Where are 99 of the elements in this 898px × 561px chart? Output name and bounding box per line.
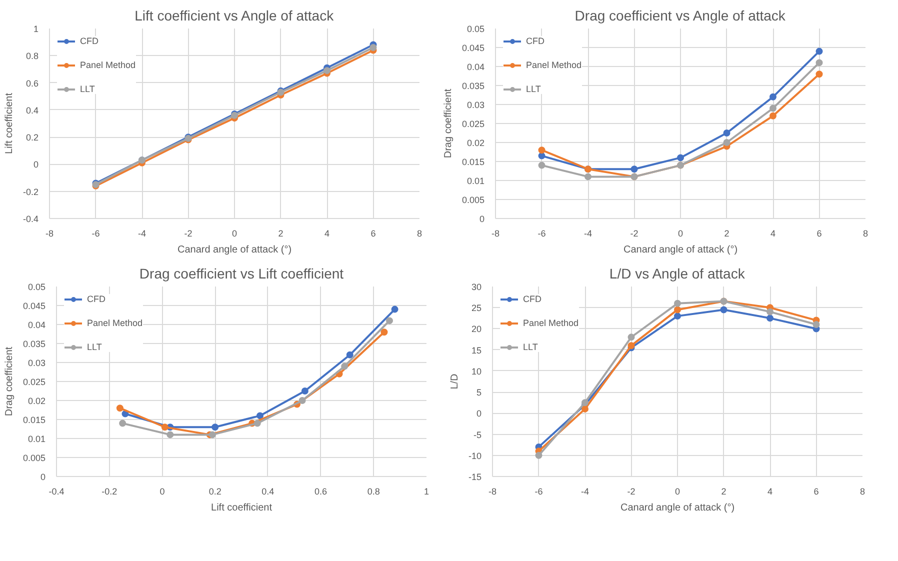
y-tick-label: 0.4 [26, 105, 39, 116]
x-tick-label: -0.2 [102, 486, 118, 496]
y-tick-label: 0 [40, 472, 46, 482]
y-tick-label: 15 [471, 345, 482, 356]
x-tick-label: 8 [416, 228, 422, 238]
y-tick-label: -15 [468, 472, 482, 482]
x-tick-label: 4 [767, 486, 773, 496]
x-tick-label: 8 [860, 486, 866, 496]
legend-label: CFD [523, 294, 542, 304]
y-axis-title: L/D [449, 374, 460, 390]
x-tick-label: 6 [370, 228, 376, 238]
y-tick-label: 0.025 [22, 377, 46, 387]
legend-label: LLT [523, 342, 539, 352]
y-tick-label: 10 [471, 366, 482, 376]
y-tick-label: 0.015 [462, 157, 485, 167]
x-tick-label: -2 [184, 228, 192, 238]
legend-label: LLT [526, 84, 542, 94]
x-tick-label: -0.4 [48, 486, 64, 496]
y-tick-label: 0.02 [28, 396, 46, 406]
legend-label: CFD [526, 36, 546, 46]
y-tick-label: 0.005 [22, 453, 46, 463]
x-tick-label: 2 [278, 228, 284, 238]
x-tick-label: -8 [492, 228, 500, 238]
y-tick-label: 0.045 [462, 43, 485, 53]
x-tick-label: 6 [816, 228, 822, 238]
x-tick-label: -4 [138, 228, 146, 238]
y-axis-title: Lift coefficient [4, 92, 15, 154]
x-tick-label: 0 [232, 228, 238, 238]
y-tick-label: 1 [33, 24, 39, 34]
y-tick-label: 30 [471, 282, 482, 292]
y-tick-label: 0.05 [466, 24, 485, 34]
y-axis-title: Drag coefficient [442, 88, 454, 158]
y-tick-label: 0.025 [462, 119, 485, 129]
x-tick-label: 4 [324, 228, 330, 238]
y-tick-label: 0.6 [26, 78, 39, 88]
y-tick-label: 0.04 [28, 320, 46, 330]
y-tick-label: 0.01 [466, 176, 485, 186]
y-tick-label: 0.035 [462, 81, 485, 91]
y-tick-label: 0 [33, 160, 39, 170]
y-tick-label: 0.8 [26, 51, 39, 62]
legend-label: LLT [80, 84, 96, 94]
y-tick-label: -10 [468, 450, 482, 461]
x-tick-label: 0 [678, 228, 684, 238]
x-axis-title: Canard angle of attack (°) [177, 244, 292, 256]
x-tick-label: 0.8 [367, 486, 380, 496]
legend-label: CFD [87, 294, 106, 304]
x-tick-label: -4 [584, 228, 592, 238]
y-tick-label: 0.2 [26, 132, 39, 143]
x-tick-label: -2 [630, 228, 638, 238]
x-tick-label: 2 [721, 486, 726, 496]
legend-label: LLT [87, 342, 103, 352]
y-tick-label: 25 [471, 303, 482, 314]
x-tick-label: -6 [92, 228, 100, 238]
chart-title: Drag coefficient vs Angle of attack [574, 8, 786, 24]
x-tick-label: -8 [46, 228, 54, 238]
x-axis-title: Canard angle of attack (°) [620, 502, 735, 514]
y-tick-label: 0.035 [22, 339, 46, 349]
x-tick-label: 2 [724, 228, 730, 238]
y-tick-label: -5 [474, 430, 482, 440]
x-tick-label: -6 [538, 228, 546, 238]
y-tick-label: 0.02 [466, 138, 485, 148]
x-tick-label: 6 [814, 486, 819, 496]
y-axis-title: Drag coefficient [4, 346, 15, 416]
y-tick-label: -0.4 [22, 214, 39, 224]
x-tick-label: 0.6 [314, 486, 328, 496]
x-tick-label: 4 [770, 228, 776, 238]
y-tick-label: 0 [479, 214, 485, 224]
y-tick-label: 5 [476, 388, 482, 398]
y-tick-label: 0.04 [466, 62, 485, 72]
y-tick-label: 0.05 [28, 282, 46, 292]
y-tick-label: -0.2 [22, 186, 39, 197]
x-tick-label: 0.4 [262, 486, 274, 496]
x-tick-label: -8 [488, 486, 497, 496]
legend-label: Panel Method [87, 318, 143, 328]
y-tick-label: 0.015 [22, 415, 46, 425]
y-tick-label: 0.01 [28, 434, 46, 444]
x-tick-label: 0.2 [208, 486, 222, 496]
x-tick-label: -6 [534, 486, 543, 496]
x-axis-title: Canard angle of attack (°) [623, 244, 738, 256]
y-tick-label: 20 [471, 324, 482, 334]
legend-label: Panel Method [80, 60, 136, 70]
x-axis-title: Lift coefficient [211, 502, 272, 514]
x-tick-label: -2 [627, 486, 636, 496]
y-tick-label: 0.03 [466, 100, 485, 110]
y-tick-label: 0.005 [462, 195, 485, 205]
chart-title: Drag coefficient vs Lift coefficient [139, 266, 344, 282]
x-tick-label: 8 [862, 228, 868, 238]
x-tick-label: 1 [424, 486, 430, 496]
chart-title: Lift coefficient vs Angle of attack [134, 8, 335, 24]
legend-label: CFD [80, 36, 100, 46]
y-tick-label: 0.03 [28, 358, 46, 368]
x-tick-label: 0 [674, 486, 680, 496]
x-tick-label: 0 [160, 486, 165, 496]
legend-label: Panel Method [523, 318, 579, 328]
legend-label: Panel Method [526, 60, 582, 70]
y-tick-label: 0.045 [22, 301, 46, 311]
y-tick-label: 0 [476, 408, 482, 419]
x-tick-label: -4 [581, 486, 590, 496]
chart-title: L/D vs Angle of attack [609, 266, 746, 282]
